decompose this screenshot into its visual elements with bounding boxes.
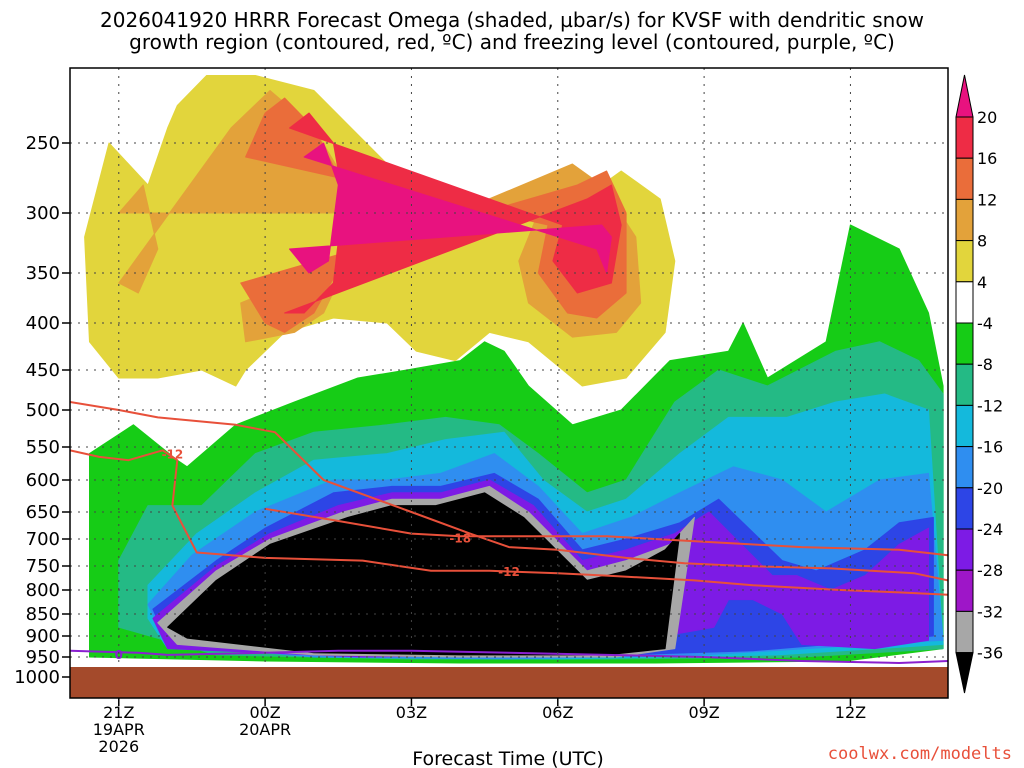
chart-title-line-2: growth region (contoured, red, ºC) and f… [129, 30, 895, 54]
colorbar-swatch [955, 363, 974, 406]
colorbar-swatch [955, 240, 974, 283]
credit-link[interactable]: coolwx.com/modelts [827, 744, 1012, 764]
contour-label: -18 [449, 531, 471, 545]
colorbar-label--8: -8 [977, 355, 993, 374]
x-tick-label-06Z: 06Z [542, 703, 573, 722]
contour-line-0 [70, 649, 948, 664]
y-tick-label-950: 950 [26, 647, 60, 668]
y-tick-label-300: 300 [26, 203, 60, 224]
colorbar-label--28: -28 [977, 561, 1003, 580]
omega-colorbar: 20 16 12 8 4 -4 -8 -12 -16 -20 -24 -28 -32 -36 [955, 74, 1003, 694]
colorbar-label-4: 4 [977, 273, 987, 292]
y-tick-label-1000: 1000 [14, 667, 60, 688]
colorbar-label--36: -36 [977, 644, 1003, 663]
y-tick-label-900: 900 [26, 626, 60, 647]
ground-layer [70, 667, 948, 698]
y-tick-label-650: 650 [26, 502, 60, 523]
omega-shading [84, 75, 944, 664]
y-tick-label-550: 550 [26, 437, 60, 458]
colorbar-swatch [955, 446, 974, 489]
x-tick-label-12Z: 12Z [835, 703, 866, 722]
omega-region-plus-20 [289, 142, 612, 274]
colorbar-label-8: 8 [977, 232, 987, 251]
y-tick-label-700: 700 [26, 529, 60, 550]
x-tick-date: 19APR [93, 720, 145, 739]
colorbar-label--32: -32 [977, 602, 1003, 621]
contour-label: 0 [115, 648, 123, 662]
y-tick-label-450: 450 [26, 360, 60, 381]
colorbar-swatch [955, 322, 974, 365]
contour-line--12 [70, 401, 948, 582]
chart-title-line-1: 2026041920 HRRR Forecast Omega (shaded, … [100, 8, 924, 32]
colorbar-swatch [955, 404, 974, 448]
x-tick-label-09Z: 09Z [688, 703, 719, 722]
plot-frame [69, 67, 949, 699]
colorbar-bottom-arrow [955, 652, 974, 694]
colorbar-label-20: 20 [977, 108, 997, 127]
contour-label: -12 [498, 565, 520, 579]
y-tick-label-400: 400 [26, 313, 60, 334]
colorbar-label-12: 12 [977, 190, 997, 209]
colorbar-label-16: 16 [977, 149, 997, 168]
colorbar-swatch [955, 487, 974, 530]
colorbar-swatch [955, 281, 974, 324]
contour-line--12 [70, 449, 948, 596]
y-tick-label-800: 800 [26, 580, 60, 601]
colorbar-swatch [955, 528, 974, 571]
y-tick-label-250: 250 [26, 133, 60, 154]
colorbar-label--4: -4 [977, 314, 993, 333]
ground-fill [70, 667, 948, 698]
colorbar-label--12: -12 [977, 396, 1003, 415]
y-tick-label-350: 350 [26, 263, 60, 284]
colorbar-swatch [955, 569, 974, 612]
contour-label: -12 [162, 448, 184, 462]
colorbar-top-arrow [955, 74, 974, 118]
y-tick-label-600: 600 [26, 470, 60, 491]
x-tick-date: 20APR [239, 720, 291, 739]
x-axis-label: Forecast Time (UTC) [412, 748, 603, 768]
y-tick-label-850: 850 [26, 604, 60, 625]
colorbar-swatch [955, 157, 974, 200]
colorbar-swatch [955, 116, 974, 159]
x-tick-year: 2026 [98, 737, 139, 756]
colorbar-label--24: -24 [977, 520, 1003, 539]
y-tick-label-500: 500 [26, 400, 60, 421]
x-tick-label-03Z: 03Z [396, 703, 427, 722]
colorbar-label--20: -20 [977, 479, 1003, 498]
pressure-axis: 2503003504004505005506006507007508008509… [14, 133, 70, 688]
plot-grid [70, 68, 948, 698]
y-tick-label-750: 750 [26, 556, 60, 577]
colorbar-swatch [955, 198, 974, 242]
colorbar-label--16: -16 [977, 438, 1003, 457]
x-tick-label-00Z: 00Z [249, 703, 280, 722]
colorbar-swatch [955, 610, 974, 654]
x-tick-label-21Z: 21Z [103, 703, 134, 722]
